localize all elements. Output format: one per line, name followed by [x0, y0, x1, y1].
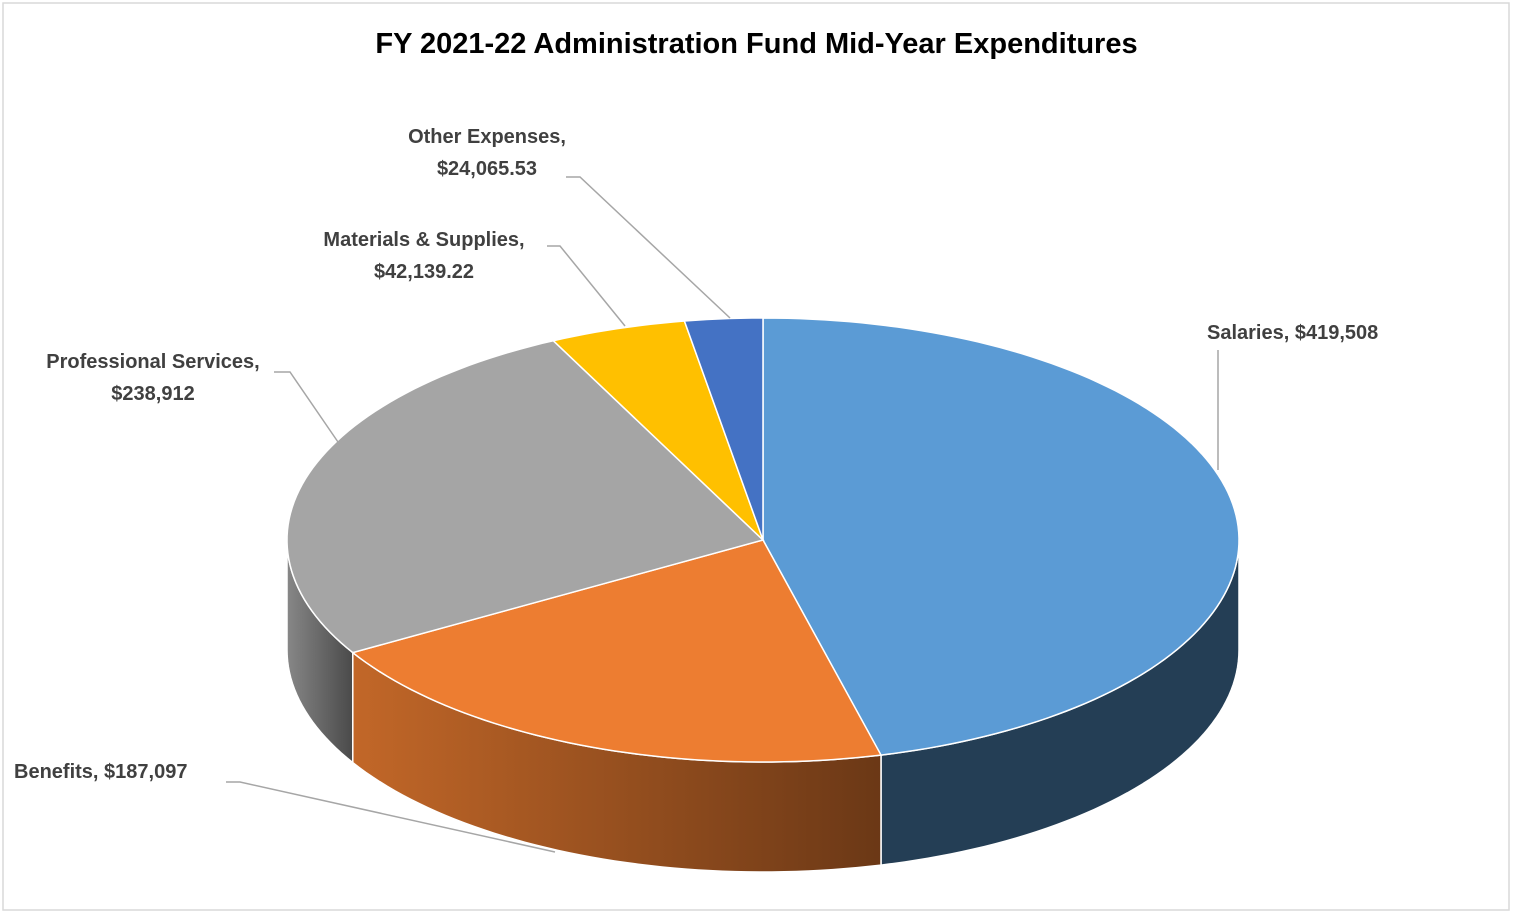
data-label: Materials & Supplies, $42,139.22 — [323, 229, 525, 283]
data-label: Other Expenses, $24,065.53 — [408, 126, 566, 180]
data-label: Salaries, $419,508 — [1207, 322, 1379, 344]
chart-title: FY 2021-22 Administration Fund Mid-Year … — [375, 28, 1138, 60]
leader-line — [566, 176, 731, 319]
slice — [551, 320, 764, 541]
data-label: Professional Services, $238,912 — [46, 351, 260, 405]
data-label: Benefits, $187,097 — [14, 761, 188, 783]
leader-line — [547, 245, 626, 327]
leader-line — [226, 781, 556, 853]
slice — [762, 317, 1240, 756]
slice — [683, 317, 764, 541]
slice — [286, 339, 765, 654]
slice — [351, 539, 883, 763]
leader-line — [274, 371, 339, 443]
